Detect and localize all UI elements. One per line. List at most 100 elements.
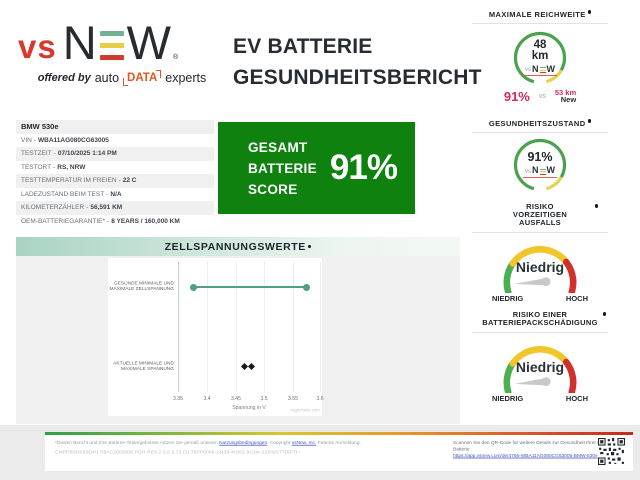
info-separator: -	[33, 136, 37, 144]
risk-failure-value: Niedrig	[515, 259, 565, 275]
chart-body: GESUNDE MINIMALE UND MAXIMALE ZELLSPANNU…	[16, 256, 460, 424]
risk-failure-dial: Niedrig	[496, 237, 584, 296]
mini-logo-w: W	[546, 165, 556, 176]
category-label-line: AKTUELLE MINIMALE UND	[113, 361, 174, 367]
new-range-block: 53 km New	[554, 87, 577, 104]
mini-logo-underline	[523, 176, 557, 178]
scale-low-label: NIEDRIG	[492, 393, 524, 403]
scale-high-label: HOCH	[565, 393, 588, 403]
score-label-line1: GESAMT	[248, 139, 308, 155]
info-row-testzeit: TESTZEIT - 07/10/2025 1:14 PM	[16, 147, 214, 161]
info-separator: -	[53, 150, 56, 158]
health-title-text: GESUNDHEITSZUSTAND	[488, 119, 586, 128]
y-axis-line	[178, 262, 179, 392]
sidebar: MAXIMALE REICHWEITE 48 km vs N W 91% v	[472, 10, 608, 403]
x-tick: 3.55	[288, 396, 298, 402]
footer-legal-mid: . Copyright	[267, 440, 292, 446]
info-icon	[307, 244, 312, 249]
risk-dial-arc	[503, 246, 577, 296]
vehicle-model: BMW 530e	[16, 120, 214, 134]
dial-needle	[514, 277, 547, 286]
gridline	[293, 262, 294, 392]
gauge-arc-green	[513, 138, 567, 192]
qr-instruction-text: Scannen Sie den QR-Code für weitere Deta…	[453, 440, 604, 452]
current-max-marker	[247, 362, 256, 371]
health-gauge-inner: 91% vs N W	[512, 137, 568, 193]
x-axis-label: Spannung in V	[232, 405, 266, 411]
terms-link[interactable]: Nutzungsbedingungen	[219, 440, 268, 446]
info-row-garantie: OEM-BATTERIEGARANTIE* - 8 YEARS / 160,00…	[16, 215, 214, 229]
risk-pack-scale-labels: NIEDRIG HOCH	[492, 393, 588, 403]
range-comparison-row: 91% vs 53 km New	[472, 87, 608, 104]
info-icon	[587, 119, 592, 123]
info-value: WBA11AG080CG63005	[38, 136, 109, 144]
range-gauge-inner: 48 km vs N W	[512, 30, 568, 86]
chart-title: ZELLSPANNUNGSWERTE	[164, 240, 306, 253]
page-title: EV BATTERIE GESUNDHEITSBERICHT	[233, 31, 482, 93]
auto-text: auto	[94, 70, 120, 85]
info-label: TESTORT	[21, 163, 52, 171]
info-value: RS, NRW	[57, 163, 86, 171]
info-row-testort: TESTORT - RS, NRW	[16, 161, 214, 175]
x-tick: 3.5	[260, 396, 268, 402]
score-value: 91%	[329, 148, 398, 187]
info-separator: -	[53, 163, 56, 171]
gridline	[207, 262, 208, 392]
info-label: TESTTEMPERATUR IM FREIEN	[21, 177, 117, 185]
risk-pack-dial: Niedrig	[496, 337, 584, 396]
category-label-line: GESUNDE MINIMALE UND	[113, 281, 174, 287]
vs-text: vs	[538, 92, 546, 100]
mini-vsnew-logo: vs N W	[525, 165, 556, 176]
company-link[interactable]: vsNew, Inc.	[291, 440, 317, 446]
category-label-current: AKTUELLE MINIMALE UND MAXIMALE SPANNUNG	[105, 361, 174, 372]
range-percent: 91%	[503, 88, 530, 104]
risk-title-line: AUSFALLS	[519, 218, 561, 227]
mini-logo-underline	[523, 75, 557, 77]
title-line-1: EV BATTERIE	[233, 35, 373, 58]
dial-arc-yellow	[509, 346, 570, 367]
report-url-link[interactable]: https://app.vsnew.com/de/4766-WBA11AG080…	[453, 453, 598, 459]
x-tick: 3.35	[173, 396, 183, 402]
dial-needle-hub	[541, 277, 551, 286]
score-label-line3: SCORE	[248, 181, 298, 197]
risk-pack-value: Niedrig	[515, 359, 565, 375]
brand-letter-w: W	[126, 16, 172, 69]
info-icon	[602, 312, 606, 316]
info-row-ladezustand: LADEZUSTAND BEIM TEST - N/A	[16, 188, 214, 202]
dial-needle	[514, 377, 547, 386]
health-section-title: GESUNDHEITSZUSTAND	[472, 119, 608, 133]
info-row-vin: VIN - WBA11AG080CG63005	[16, 134, 214, 148]
x-tick: 3.45	[231, 396, 241, 402]
footer-gradient-bar	[45, 432, 633, 435]
info-value: N/A	[110, 190, 122, 198]
chart-header: ZELLSPANNUNGSWERTE	[16, 237, 460, 256]
info-label: LADEZUSTAND BEIM TEST	[21, 190, 105, 198]
risk-failure-title: RISIKO VORZEITIGEN AUSFALLS	[472, 203, 608, 233]
new-range-value: 53 km	[554, 87, 577, 97]
risk-title-line: RISIKO	[526, 202, 554, 211]
range-section-title: MAXIMALE REICHWEITE	[472, 10, 608, 24]
vehicle-info-panel: BMW 530e VIN - WBA11AG080CG63005 TESTZEI…	[16, 120, 214, 228]
info-icon	[594, 204, 598, 208]
info-row-kilometerzaehler: KILOMETERZÄHLER - 56,591 KM	[16, 201, 214, 215]
brand-e-bars-icon	[99, 30, 124, 60]
risk-pack-title: RISIKO EINER BATTERIEPACKSCHÄDIGUNG	[472, 311, 608, 333]
range-gauge: 48 km vs N W	[512, 30, 568, 86]
risk-title-line: RISIKO EINER	[512, 310, 568, 319]
chart-plot: GESUNDE MINIMALE UND MAXIMALE ZELLSPANNU…	[105, 258, 324, 416]
brand-tagline: offered by auto DATA experts	[16, 69, 228, 86]
dial-arc-red	[562, 358, 577, 396]
scale-high-label: HOCH	[565, 293, 588, 303]
experts-text: experts	[165, 70, 207, 85]
mini-logo-vs: vs	[525, 168, 531, 175]
scale-low-label: NIEDRIG	[492, 293, 524, 303]
range-unit: km	[531, 49, 549, 62]
dial-arc-yellow	[509, 246, 570, 267]
risk-title-line: VORZEITIGEN	[512, 210, 568, 219]
mini-vsnew-logo: vs N W	[525, 64, 555, 74]
brand-letter-n: N	[62, 16, 97, 69]
info-label: VIN	[21, 136, 32, 144]
new-range-label: New	[560, 95, 577, 104]
footer-legal-pre: *Diesen Bericht und Ihre Batterie-Tester…	[55, 440, 220, 446]
health-gauge-ring	[513, 138, 567, 192]
